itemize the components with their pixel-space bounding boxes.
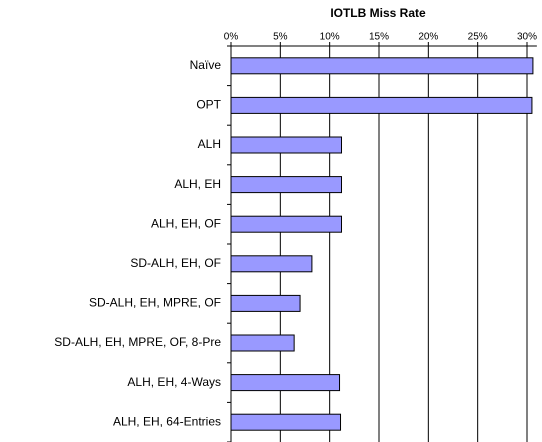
y-tick-label: ALH, EH, 4-Ways — [127, 375, 221, 389]
y-tick-label: ALH, EH — [174, 177, 221, 191]
y-tick-label: ALH, EH, OF — [151, 216, 221, 230]
x-tick-label: 5% — [273, 32, 288, 43]
x-tick-label: 0% — [224, 32, 239, 43]
bar — [230, 96, 533, 114]
bar — [230, 215, 343, 233]
y-tick-label: SD-ALH, EH, MPRE, OF, 8-Pre — [54, 335, 221, 349]
y-tick-label: ALH, EH, 64-Entries — [113, 414, 221, 428]
chart-title: IOTLB Miss Rate — [330, 6, 426, 20]
bar — [230, 413, 342, 431]
x-tick-label: 15% — [369, 32, 389, 43]
x-tick-label: 20% — [418, 32, 438, 43]
bar — [230, 176, 343, 194]
bar — [230, 334, 295, 352]
bar — [230, 374, 341, 392]
x-tick-label: 10% — [320, 32, 340, 43]
y-tick-label: Naïve — [190, 58, 222, 72]
bar — [230, 136, 343, 154]
bar — [230, 294, 301, 312]
x-tick-label: 25% — [468, 32, 488, 43]
x-tick-label: 30% — [517, 32, 537, 43]
y-tick-label: SD-ALH, EH, OF — [130, 256, 221, 270]
y-tick-label: ALH — [198, 137, 221, 151]
bar — [230, 57, 534, 75]
y-tick-label: SD-ALH, EH, MPRE, OF — [89, 296, 221, 310]
bar — [230, 255, 313, 273]
y-tick-label: OPT — [196, 98, 221, 112]
